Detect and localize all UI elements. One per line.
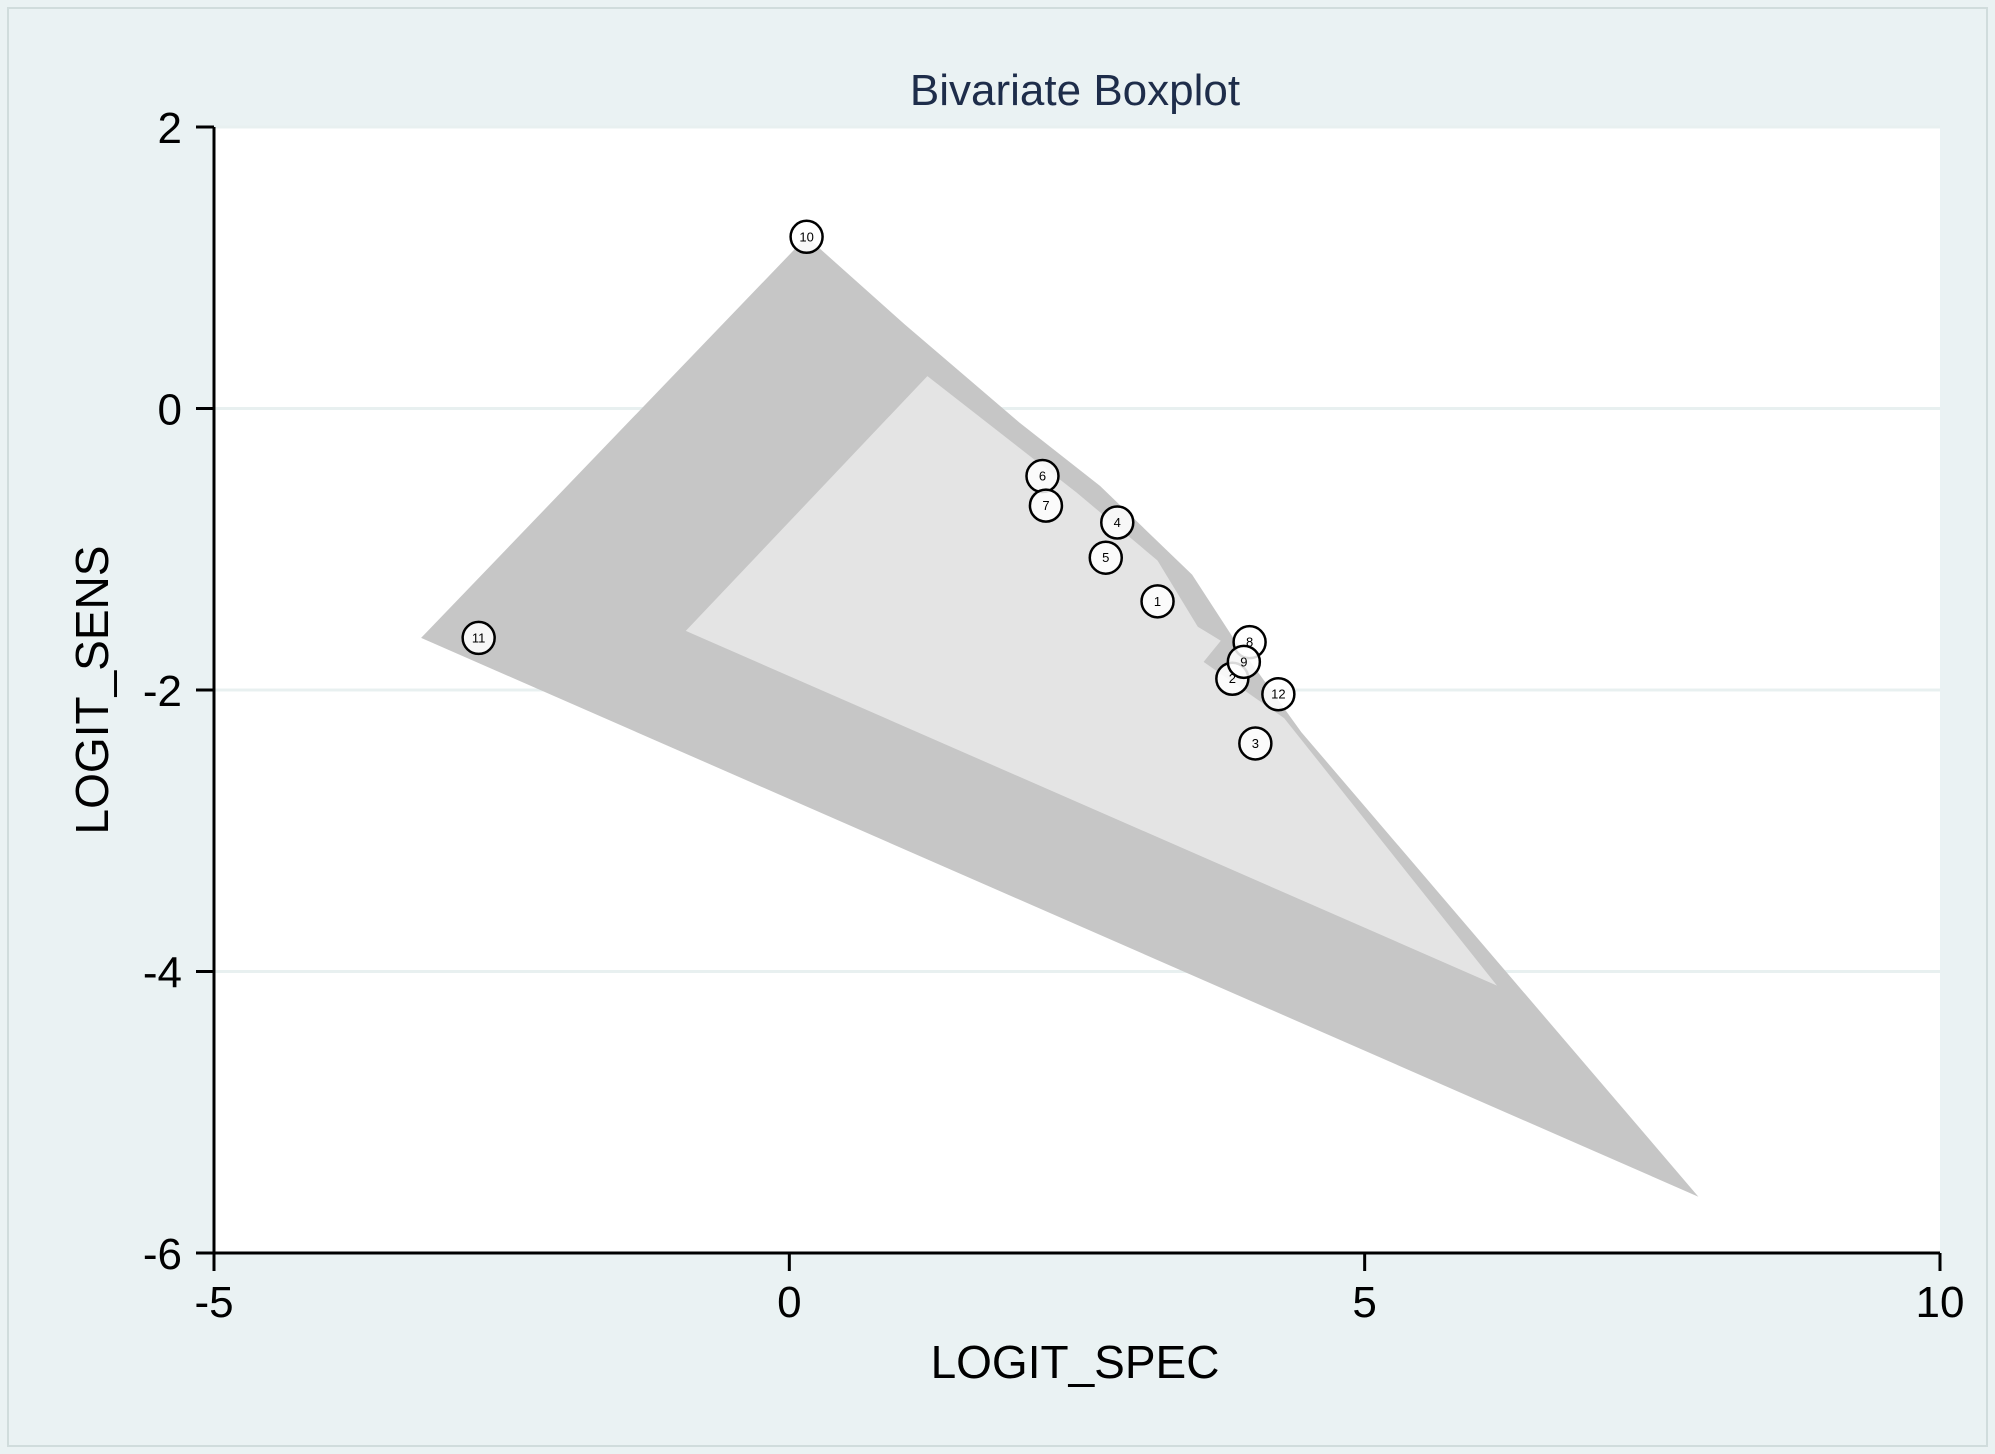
x-axis-label: LOGIT_SPEC bbox=[931, 1336, 1220, 1388]
data-point-marker bbox=[1140, 584, 1175, 619]
data-point-marker bbox=[789, 219, 824, 255]
y-tick-label: -6 bbox=[143, 1230, 182, 1279]
y-axis-label: LOGIT_SENS bbox=[66, 546, 118, 835]
data-point-label: 9 bbox=[1240, 654, 1247, 669]
data-point: 1 bbox=[1140, 584, 1175, 619]
data-point-label: 10 bbox=[799, 229, 813, 244]
data-point: 4 bbox=[1100, 505, 1135, 540]
data-point-label: 4 bbox=[1114, 515, 1121, 530]
data-point-label: 7 bbox=[1042, 498, 1049, 513]
x-tick-label: 10 bbox=[1916, 1278, 1965, 1327]
axes bbox=[196, 125, 1942, 1271]
data-point: 5 bbox=[1088, 540, 1124, 575]
data-point-marker bbox=[1238, 726, 1273, 761]
data-point-label: 6 bbox=[1039, 469, 1046, 484]
x-tick-label: 5 bbox=[1352, 1278, 1376, 1327]
data-point-marker bbox=[1261, 676, 1296, 712]
data-point-label: 8 bbox=[1246, 635, 1253, 650]
y-tick-label: 2 bbox=[158, 104, 182, 153]
data-point-marker bbox=[1088, 540, 1124, 575]
data-point-label: 12 bbox=[1271, 687, 1285, 702]
data-point: 3 bbox=[1238, 726, 1273, 761]
hinge-region bbox=[685, 376, 1497, 986]
data-point-marker bbox=[1028, 488, 1064, 523]
data-point-label: 11 bbox=[472, 630, 486, 645]
data-point-label: 3 bbox=[1252, 736, 1259, 751]
tick-labels: -6 -4 -2 0 2 -5 0 5 10 bbox=[143, 104, 1965, 1327]
y-tick-label: -2 bbox=[143, 667, 182, 716]
x-tick-label: -5 bbox=[194, 1278, 233, 1327]
x-tick-label: 0 bbox=[777, 1278, 801, 1327]
data-point: 10 bbox=[789, 219, 824, 255]
data-point: 11 bbox=[461, 620, 496, 656]
data-point-marker bbox=[461, 620, 496, 656]
data-point: 12 bbox=[1261, 676, 1296, 712]
y-tick-label: 0 bbox=[158, 386, 182, 435]
data-point: 7 bbox=[1028, 488, 1064, 523]
data-point: 6 bbox=[1025, 458, 1060, 494]
chart-title: Bivariate Boxplot bbox=[910, 66, 1240, 115]
data-point-label: 5 bbox=[1102, 550, 1109, 565]
data-point-marker bbox=[1100, 505, 1135, 540]
y-tick-label: -4 bbox=[143, 949, 182, 998]
data-point: 9 bbox=[1226, 644, 1262, 680]
data-point-label: 2 bbox=[1229, 671, 1236, 686]
data-point-marker bbox=[1226, 644, 1262, 680]
data-point-label: 1 bbox=[1154, 594, 1161, 609]
